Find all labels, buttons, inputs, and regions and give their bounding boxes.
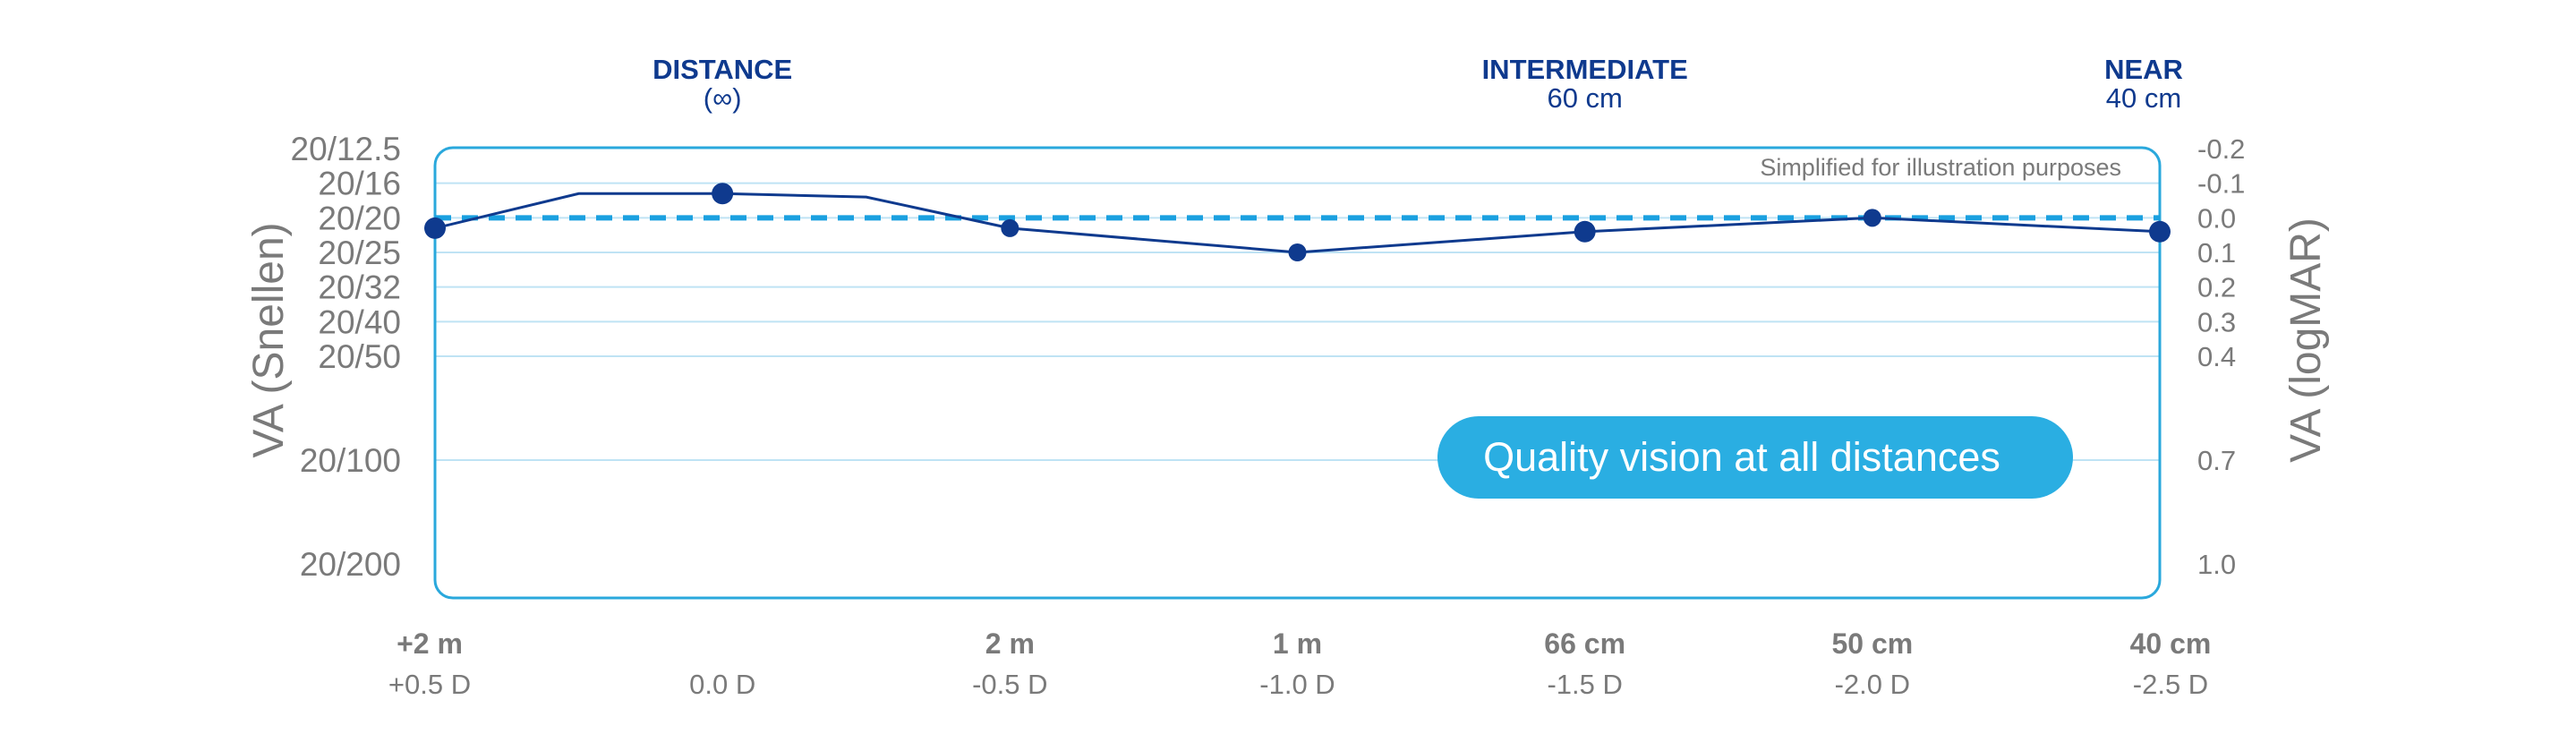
y-right-tick-label: 1.0 — [2197, 549, 2236, 580]
y-left-tick-label: 20/20 — [318, 200, 401, 236]
y-left-axis-title: VA (Snellen) — [245, 222, 293, 457]
y-left-tick-label: 20/32 — [318, 269, 401, 306]
y-right-tick-label: 0.0 — [2197, 202, 2236, 234]
x-diopter-label: -1.5 D — [1547, 669, 1622, 700]
illustration-note: Simplified for illustration purposes — [1760, 154, 2121, 181]
x-diopter-label: +0.5 D — [388, 669, 471, 700]
x-distance-label: 50 cm — [1831, 627, 1913, 660]
zone-sub: (∞) — [704, 82, 742, 114]
y-right-tick-labels: -0.2-0.10.00.10.20.3 0.4 0.7 1.0 — [2197, 133, 2245, 580]
data-point — [1288, 243, 1307, 261]
zone-sub: 60 cm — [1547, 82, 1622, 114]
callout-badge: Quality vision at all distances — [1437, 416, 2073, 499]
zone-name: INTERMEDIATE — [1482, 54, 1688, 85]
x-diopter-label: -1.0 D — [1259, 669, 1335, 700]
y-right-tick-label: 0.1 — [2197, 237, 2236, 269]
x-diopter-label: -0.5 D — [972, 669, 1047, 700]
series-markers — [424, 183, 2171, 261]
x-distance-label: 2 m — [985, 627, 1035, 660]
zone-sub: 40 cm — [2106, 82, 2181, 114]
zone-name: NEAR — [2104, 54, 2183, 85]
y-right-tick-label: 0.2 — [2197, 272, 2236, 303]
y-left-tick-label: 20/25 — [318, 235, 401, 271]
y-right-tick-label: -0.2 — [2197, 133, 2245, 165]
data-point — [1574, 220, 1596, 243]
y-left-tick-label: 20/50 — [318, 338, 401, 375]
y-left-tick-label: 20/16 — [318, 166, 401, 202]
data-point — [1001, 218, 1019, 237]
callout-text: Quality vision at all distances — [1483, 434, 2000, 480]
y-right-tick-label: -0.1 — [2197, 168, 2245, 200]
y-left-tick-label: 20/200 — [300, 546, 401, 583]
data-point — [424, 217, 446, 239]
y-right-tick-label: 0.4 — [2197, 341, 2236, 372]
x-diopter-label: 0.0 D — [689, 669, 755, 700]
y-right-axis-title: VA (logMAR) — [2282, 218, 2330, 463]
y-right-tick-label: 0.7 — [2197, 445, 2236, 476]
x-distance-label: +2 m — [397, 627, 463, 660]
y-right-tick-label: 0.3 — [2197, 306, 2236, 337]
y-left-tick-label: 20/40 — [318, 303, 401, 340]
zone-name: DISTANCE — [653, 54, 792, 85]
x-tick-labels: +2 m +0.5 D 0.0 D 2 m -0.5 D 1 m -1.0 D 66 cm -1… — [388, 627, 2211, 700]
x-distance-label: 1 m — [1273, 627, 1322, 660]
plot-frame — [433, 146, 2162, 600]
x-diopter-label: -2.5 D — [2133, 669, 2208, 700]
data-point — [1863, 209, 1881, 227]
data-point — [712, 183, 734, 205]
callout-background — [1437, 416, 2073, 499]
x-distance-label: 40 cm — [2130, 627, 2212, 660]
data-point — [2149, 220, 2171, 243]
y-left-tick-label: 20/100 — [300, 442, 401, 479]
x-diopter-label: -2.0 D — [1835, 669, 1910, 700]
y-left-tick-label: 20/12.5 — [291, 131, 401, 167]
x-distance-label: 66 cm — [1544, 627, 1625, 660]
